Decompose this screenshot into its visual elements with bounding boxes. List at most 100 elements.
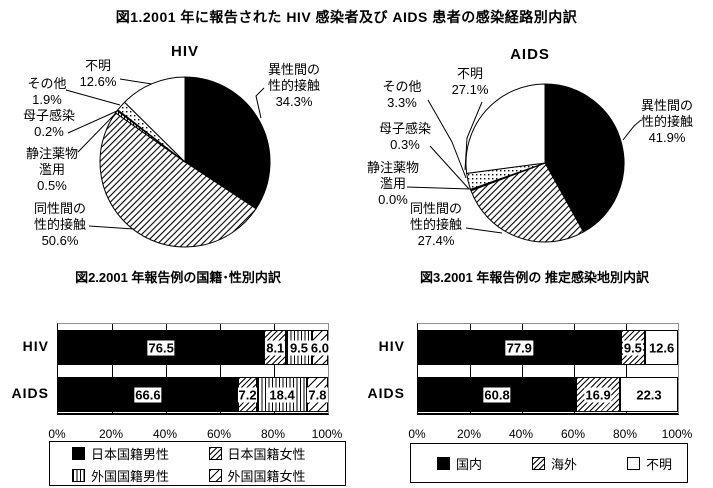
- bar-category-label: HIV: [378, 338, 405, 354]
- bar-segment: 18.4: [257, 377, 307, 412]
- pie-label-pct: 3.3%: [387, 95, 417, 110]
- axis-tick-label: 40%: [508, 427, 534, 441]
- bar-value-label: 9.5: [288, 340, 310, 355]
- bar-value-label: 7.2: [237, 387, 258, 402]
- legend-label: 海外: [551, 456, 578, 472]
- axis-tick-label: 0%: [48, 427, 66, 441]
- pie-label-text: 同性間の性的接触: [409, 201, 462, 232]
- gridline: [219, 324, 221, 413]
- pie-label-hiv-drug: 静注薬物濫用 0.5%: [24, 146, 80, 194]
- pie-label-aids-homo: 同性間の性的接触 27.4%: [408, 201, 464, 249]
- legend-swatch: [208, 469, 222, 482]
- legend-item: 日本国籍男性: [72, 444, 209, 463]
- pie-label-hiv-homo: 同性間の性的接触 50.6%: [32, 201, 88, 249]
- fig3-panel: 図3.2001 年報告例の 推定感染地別内訳 77.9 9.5 12.6 60.8 16…: [356, 262, 713, 488]
- bar-segment: 66.6: [58, 377, 238, 412]
- pie-label-text: 静注薬物濫用: [25, 146, 78, 177]
- legend-swatch: [72, 469, 85, 482]
- pie-label-pct: 41.9%: [648, 130, 686, 145]
- axis-tick-label: 100%: [311, 427, 343, 441]
- fig2-title: 図2.2001 年報告例の国籍･性別内訳: [75, 270, 281, 285]
- pie-label-pct: 12.6%: [79, 74, 117, 89]
- legend-label: 外国国籍男性: [91, 469, 170, 484]
- bar-value-label: 60.8: [483, 387, 511, 402]
- bar-segment: 77.9: [418, 330, 621, 365]
- bar-row: 66.6 7.2 18.4 7.8: [58, 377, 328, 412]
- pie-label-pct: 50.6%: [41, 233, 79, 248]
- bar-row: 77.9 9.5 12.6: [418, 330, 678, 365]
- bar-segment: 9.5: [286, 330, 312, 365]
- fig1-title: 図1.2001 年に報告された HIV 感染者及び AIDS 患者の感染経路別内…: [115, 9, 578, 25]
- pie-label-pct: 27.4%: [417, 233, 455, 248]
- legend: 日本国籍男性 日本国籍女性外国国籍男性 外国国籍女性: [49, 441, 346, 486]
- axis-tick-label: 40%: [152, 427, 178, 441]
- bar-segment: 7.2: [237, 377, 258, 412]
- axis-tick-label: 20%: [456, 427, 482, 441]
- legend-item: 日本国籍女性: [208, 444, 346, 463]
- bar-category-label: AIDS: [367, 385, 405, 401]
- pie-title-aids: AIDS: [510, 46, 550, 63]
- legend-swatch: [72, 447, 85, 460]
- legend-label: 外国国籍女性: [227, 469, 306, 484]
- legend-item: 外国国籍女性: [208, 466, 346, 485]
- axis-tick-label: 60%: [206, 427, 232, 441]
- gridline: [111, 324, 113, 413]
- pie-slice: [544, 83, 625, 233]
- bar-value-label: 16.9: [584, 387, 612, 402]
- bar-segment: 12.6: [645, 330, 678, 365]
- bar-value-label: 66.6: [134, 387, 162, 402]
- pie-label-text: その他: [382, 79, 422, 94]
- legend-item: 不明: [627, 454, 672, 473]
- pie-label-hiv-other: その他 1.9%: [19, 76, 75, 108]
- bar-plot: 77.9 9.5 12.6 60.8 16.9 22.3: [417, 323, 679, 415]
- pie-label-aids-mother: 母子感染 0.3%: [377, 121, 433, 153]
- pie-label-text: 不明: [456, 66, 483, 81]
- pie-label-hiv-unknown: 不明 12.6%: [70, 58, 126, 90]
- bar-segment: 6.0: [309, 330, 330, 365]
- bar-value-label: 22.3: [635, 387, 663, 402]
- pie-title-hiv: HIV: [170, 43, 199, 60]
- legend-label: 日本国籍女性: [227, 447, 306, 462]
- leader-line: [427, 99, 467, 179]
- gridline: [273, 324, 275, 413]
- axis-tick-label: 60%: [560, 427, 586, 441]
- pie-chart-aids: [465, 83, 625, 243]
- pie-slice: [470, 162, 585, 243]
- pie-label-hiv-hetero: 異性間の性的接触 34.3%: [266, 62, 322, 110]
- pie-label-pct: 0.2%: [34, 124, 64, 139]
- pie-label-aids-hetero: 異性間の性的接触 41.9%: [639, 98, 695, 146]
- pie-label-text: 異性間の性的接触: [640, 98, 693, 129]
- fig3-title: 図3.2001 年報告例の 推定感染地別内訳: [420, 270, 649, 285]
- bar-value-label: 9.5: [622, 340, 643, 355]
- gridline: [573, 324, 575, 413]
- bar-segment: 9.5: [620, 330, 646, 365]
- pie-label-pct: 0.3%: [390, 137, 420, 152]
- pie-label-pct: 1.9%: [32, 92, 62, 107]
- bar-figures-section: 図2.2001 年報告例の国籍･性別内訳 76.5 8.1 9.5 6.0 66.6 7.…: [0, 262, 713, 488]
- pie-slice: [123, 76, 186, 164]
- bar-value-label: 6.0: [309, 340, 330, 355]
- bar-segment: 8.1: [264, 330, 287, 365]
- bar-segment: 7.8: [306, 377, 328, 412]
- legend-swatch: [437, 456, 450, 470]
- legend-swatch: [627, 456, 641, 470]
- bar-value-label: 12.6: [647, 340, 676, 355]
- bar-row: 76.5 8.1 9.5 6.0: [58, 330, 330, 365]
- legend-item: 外国国籍男性: [72, 466, 209, 485]
- gridline: [469, 324, 471, 413]
- pie-label-text: 静注薬物濫用: [366, 160, 419, 191]
- bar-category-label: HIV: [22, 338, 49, 354]
- gridline: [165, 324, 167, 413]
- axis-tick-label: 100%: [661, 427, 693, 441]
- legend-item: 国内: [437, 454, 482, 473]
- legend-swatch: [208, 447, 222, 460]
- legend-label: 日本国籍男性: [91, 447, 170, 462]
- pie-label-hiv-mother: 母子感染 0.2%: [21, 108, 77, 140]
- pie-label-text: その他: [27, 76, 67, 91]
- pie-label-pct: 0.0%: [378, 192, 408, 207]
- bar-segment: 22.3: [620, 377, 678, 412]
- bar-segment: 60.8: [418, 377, 577, 412]
- bar-axis: 0% 20% 40% 60% 80% 100%: [48, 427, 342, 442]
- fig2-panel: 図2.2001 年報告例の国籍･性別内訳 76.5 8.1 9.5 6.0 66.6 7.…: [0, 262, 356, 488]
- pie-label-aids-unknown: 不明 27.1%: [442, 66, 498, 98]
